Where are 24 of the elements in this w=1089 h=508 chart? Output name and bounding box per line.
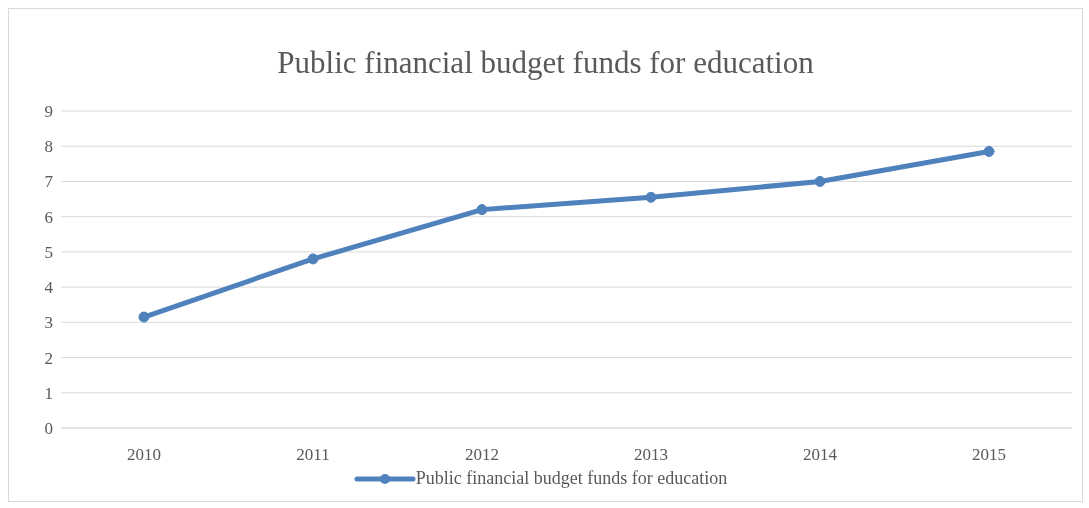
- x-tick-label: 2013: [634, 445, 668, 465]
- point: [476, 204, 488, 216]
- y-tick-label: 7: [44, 172, 54, 192]
- y-tick-label: 3: [44, 313, 53, 333]
- y-tick-label: 2: [44, 348, 53, 368]
- chart-title: Public financial budget funds for education: [276, 45, 815, 82]
- y-tick-label: 0: [44, 419, 53, 439]
- x-tick-label: 2015: [972, 445, 1006, 465]
- y-tick-label: 4: [44, 278, 54, 298]
- x-tick-label: 2010: [127, 445, 161, 465]
- y-tick-label: 1: [44, 383, 53, 403]
- point: [814, 175, 826, 187]
- x-tick-label: 2012: [465, 445, 499, 465]
- point: [138, 311, 150, 323]
- x-tick-label: 2014: [803, 445, 838, 465]
- y-tick-label: 5: [44, 242, 53, 262]
- y-tick-label: 9: [44, 102, 53, 122]
- x-tick-label: 2011: [296, 445, 330, 465]
- y-tick-label: 8: [44, 137, 53, 157]
- y-tick-label: 6: [44, 207, 53, 227]
- point: [983, 146, 995, 158]
- legend-label: Public financial budget funds for education: [415, 468, 728, 489]
- point: [645, 191, 657, 203]
- point: [307, 253, 319, 265]
